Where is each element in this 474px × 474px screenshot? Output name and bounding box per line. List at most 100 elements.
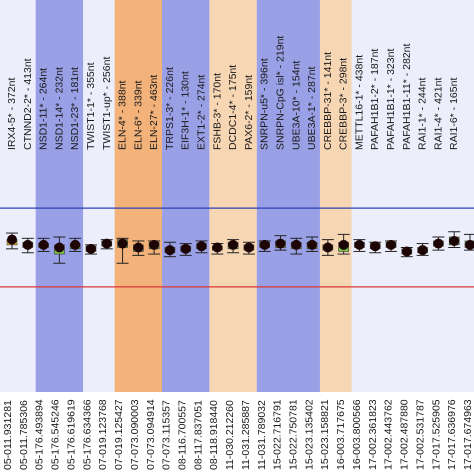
probe-group-bands: [0, 0, 474, 392]
probe-label: SNRPN-CpG isl* - 219nt: [274, 36, 286, 150]
probe-box-22: [353, 239, 366, 252]
probe-box-7: [116, 237, 129, 264]
median-point: [133, 242, 144, 253]
probe-label: UBE3A-10* - 154nt: [290, 61, 302, 150]
probe-label: EXT1-2* - 274nt: [196, 75, 208, 150]
probe-box-17: [274, 235, 287, 251]
probe-box-5: [84, 243, 97, 255]
position-label: 15-022.716791: [272, 399, 284, 470]
probe-label: PAX6-2* - 159nt: [243, 75, 255, 150]
probe-box-21: [337, 233, 350, 255]
position-label: 17-002.361823: [367, 399, 379, 470]
probe-box-3: [53, 236, 66, 264]
position-label: 17-017.525905: [430, 399, 442, 470]
median-point: [433, 238, 444, 249]
probe-label: RAI1-4* - 421nt: [432, 78, 444, 150]
probe-box-29: [464, 233, 474, 251]
probe-label: METTL16-1* - 438nt: [353, 55, 365, 150]
median-point: [243, 242, 254, 253]
probe-box-10: [163, 241, 176, 258]
probe-label: TWIST1-up* - 256nt: [101, 57, 113, 150]
position-label: 08-116.700557: [176, 400, 188, 470]
median-point: [101, 238, 112, 249]
probe-label: NSD1-11* - 264nt: [38, 68, 50, 150]
median-point: [54, 242, 65, 253]
probe-box-26: [416, 243, 429, 256]
probe-label: DCDC1-4* - 175nt: [227, 65, 239, 150]
probe-box-9: [148, 239, 161, 255]
median-point: [22, 239, 33, 250]
median-point: [7, 234, 17, 245]
probe-label: TRPS1-3* - 226nt: [164, 67, 176, 150]
median-point: [38, 239, 49, 250]
position-label: 17-002.531787: [414, 399, 426, 470]
median-point: [196, 241, 207, 252]
position-label: 07-073.094914: [145, 399, 157, 470]
probe-box-14: [227, 239, 240, 254]
position-label: 08-117.837051: [192, 400, 204, 470]
position-label: 17-017.636976: [446, 399, 458, 470]
band-1: [114, 0, 163, 392]
probe-label: IRX4-5* - 372nt: [6, 78, 18, 150]
probe-label: FSHB-3* - 170nt: [211, 73, 223, 150]
median-point: [117, 238, 128, 249]
median-point: [417, 245, 428, 256]
probe-label: CREBBP-31* - 141nt: [322, 52, 334, 150]
probe-boxplots: [6, 231, 474, 264]
probe-box-24: [385, 239, 398, 252]
median-point: [465, 239, 474, 250]
position-label: 08-118.918440: [208, 400, 220, 470]
position-label: 15-023.135402: [303, 399, 315, 470]
band-4: [256, 0, 320, 392]
probe-box-13: [211, 242, 224, 255]
median-point: [149, 239, 160, 250]
probe-box-20: [321, 239, 334, 256]
probe-box-12: [195, 240, 208, 254]
band-2: [162, 0, 210, 392]
probe-label: TWIST1-1* - 355nt: [85, 62, 97, 150]
probe-label: RAI1-1* - 244nt: [417, 78, 429, 150]
probe-box-27: [432, 236, 445, 251]
median-point: [85, 243, 96, 254]
probe-label: PAFAH1B1-1* - 323nt: [385, 49, 397, 150]
position-label: 17-017.674963: [462, 399, 474, 470]
threshold-lines: [0, 207, 474, 288]
median-point: [180, 243, 191, 254]
position-label: 11-031.789032: [256, 400, 268, 470]
position-label: 07-073.115357: [161, 400, 173, 470]
position-label: 05-176.634366: [81, 399, 93, 470]
probe-box-23: [369, 241, 382, 254]
probe-label: ELN-4* - 388nt: [117, 80, 129, 150]
median-point: [354, 239, 365, 250]
probe-box-19: [306, 236, 319, 252]
probe-box-11: [179, 243, 192, 256]
median-point: [307, 239, 318, 250]
position-label: 16-003.800566: [351, 399, 363, 470]
position-label: 16-003.717675: [335, 399, 347, 470]
position-label: 07-073.090003: [129, 399, 141, 470]
median-point: [275, 238, 286, 249]
probe-label: CTNND2-2* - 413nt: [22, 58, 34, 150]
probe-box-18: [290, 237, 303, 255]
probe-box-28: [448, 231, 461, 248]
position-label: 15-023.158821: [319, 399, 331, 470]
position-label: 05-011.785306: [18, 400, 30, 470]
position-label: 17-002.487880: [399, 399, 411, 470]
median-point: [259, 239, 270, 250]
band-3: [209, 0, 257, 392]
probe-box-0: [6, 232, 18, 250]
position-label: 07-019.123768: [97, 399, 109, 470]
probe-box-6: [100, 238, 113, 250]
median-point: [370, 241, 381, 252]
position-label: 05-011.931281: [2, 400, 14, 470]
position-label: 11-031.285887: [240, 400, 252, 470]
probe-label: RAI1-6* - 165nt: [448, 78, 460, 150]
position-label: 05-176.493894: [34, 399, 46, 470]
median-point: [164, 245, 175, 256]
probe-label-axis: IRX4-5* - 372nt CTNND2-2* - 413nt NSD1-11*…: [6, 36, 460, 150]
probe-box-1: [21, 237, 34, 254]
median-point: [386, 239, 397, 250]
median-point: [401, 246, 412, 257]
probe-box-15: [242, 241, 255, 255]
